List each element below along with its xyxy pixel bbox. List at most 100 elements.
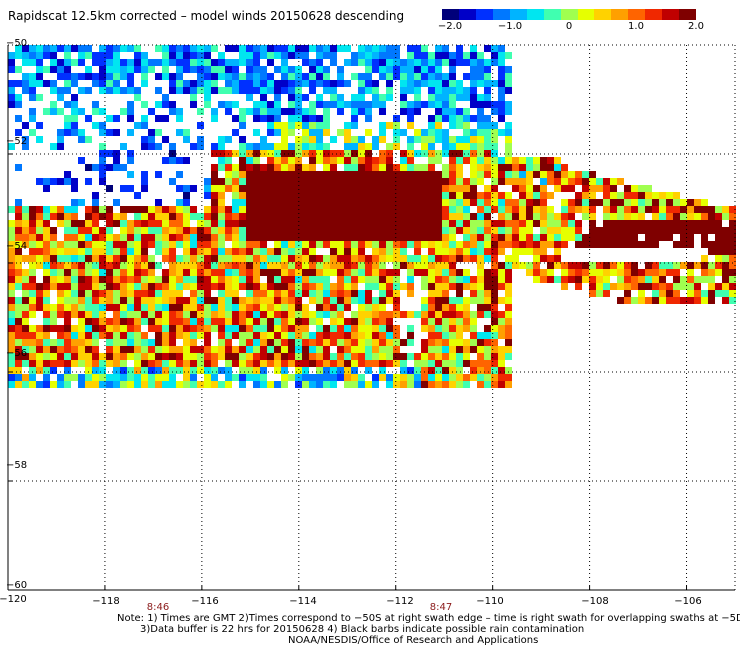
- heatmap-cell: [666, 262, 673, 269]
- heatmap-cell: [694, 206, 701, 213]
- heatmap-cell: [260, 318, 267, 325]
- heatmap-cell: [57, 136, 64, 143]
- heatmap-cell: [197, 227, 204, 234]
- heatmap-cell: [358, 262, 365, 269]
- heatmap-cell: [638, 290, 645, 297]
- heatmap-cell: [141, 59, 148, 66]
- heatmap-cell: [295, 213, 302, 220]
- heatmap-cell: [330, 157, 337, 164]
- heatmap-cell: [470, 185, 477, 192]
- heatmap-cell: [666, 297, 673, 304]
- heatmap-cell: [386, 199, 393, 206]
- heatmap-cell: [127, 45, 134, 52]
- heatmap-cell: [617, 220, 624, 227]
- heatmap-cell: [491, 157, 498, 164]
- heatmap-cell: [470, 227, 477, 234]
- heatmap-cell: [533, 185, 540, 192]
- heatmap-cell: [463, 59, 470, 66]
- heatmap-cell: [428, 129, 435, 136]
- heatmap-cell: [379, 45, 386, 52]
- heatmap-cell: [64, 171, 71, 178]
- heatmap-cell: [106, 80, 113, 87]
- heatmap-cell: [463, 157, 470, 164]
- heatmap-cell: [729, 248, 736, 255]
- heatmap-cell: [141, 283, 148, 290]
- heatmap-cell: [449, 353, 456, 360]
- heatmap-cell: [589, 276, 596, 283]
- heatmap-cell: [358, 276, 365, 283]
- heatmap-cell: [330, 255, 337, 262]
- heatmap-cell: [358, 52, 365, 59]
- heatmap-cell: [715, 206, 722, 213]
- heatmap-cell: [491, 122, 498, 129]
- heatmap-cell: [92, 262, 99, 269]
- heatmap-cell: [379, 185, 386, 192]
- heatmap-cell: [232, 318, 239, 325]
- heatmap-cell: [302, 325, 309, 332]
- heatmap-cell: [169, 290, 176, 297]
- heatmap-cell: [239, 220, 246, 227]
- heatmap-cell: [92, 332, 99, 339]
- heatmap-cell: [379, 94, 386, 101]
- heatmap-cell: [274, 157, 281, 164]
- heatmap-cell: [708, 269, 715, 276]
- heatmap-cell: [400, 108, 407, 115]
- heatmap-cell: [645, 227, 652, 234]
- heatmap-cell: [43, 206, 50, 213]
- heatmap-cell: [78, 318, 85, 325]
- heatmap-cell: [379, 150, 386, 157]
- heatmap-cell: [29, 220, 36, 227]
- heatmap-cell: [491, 269, 498, 276]
- heatmap-cell: [106, 73, 113, 80]
- heatmap-cell: [120, 304, 127, 311]
- heatmap-cell: [505, 381, 512, 388]
- heatmap-cell: [127, 353, 134, 360]
- heatmap-cell: [106, 66, 113, 73]
- heatmap-cell: [505, 101, 512, 108]
- heatmap-cell: [435, 73, 442, 80]
- heatmap-cell: [582, 178, 589, 185]
- heatmap-cell: [512, 213, 519, 220]
- heatmap-cell: [99, 143, 106, 150]
- heatmap-cell: [64, 80, 71, 87]
- heatmap-cell: [540, 255, 547, 262]
- heatmap-cell: [162, 325, 169, 332]
- heatmap-cell: [155, 129, 162, 136]
- heatmap-cell: [43, 339, 50, 346]
- heatmap-cell: [407, 101, 414, 108]
- heatmap-cell: [246, 367, 253, 374]
- heatmap-cell: [372, 192, 379, 199]
- heatmap-cell: [393, 213, 400, 220]
- heatmap-cell: [379, 269, 386, 276]
- heatmap-cell: [120, 220, 127, 227]
- heatmap-cell: [316, 80, 323, 87]
- heatmap-cell: [71, 248, 78, 255]
- heatmap-cell: [470, 241, 477, 248]
- heatmap-cell: [71, 80, 78, 87]
- heatmap-cell: [449, 332, 456, 339]
- heatmap-cell: [638, 269, 645, 276]
- heatmap-cell: [610, 213, 617, 220]
- heatmap-cell: [470, 283, 477, 290]
- heatmap-cell: [169, 157, 176, 164]
- heatmap-cell: [498, 381, 505, 388]
- heatmap-cell: [330, 374, 337, 381]
- heatmap-cell: [127, 248, 134, 255]
- heatmap-cell: [92, 325, 99, 332]
- heatmap-cell: [533, 248, 540, 255]
- heatmap-cell: [253, 185, 260, 192]
- heatmap-cell: [316, 192, 323, 199]
- heatmap-cell: [92, 304, 99, 311]
- heatmap-cell: [309, 290, 316, 297]
- heatmap-cell: [456, 199, 463, 206]
- heatmap-cell: [414, 80, 421, 87]
- heatmap-cell: [134, 59, 141, 66]
- heatmap-cell: [253, 143, 260, 150]
- heatmap-cell: [288, 157, 295, 164]
- heatmap-cell: [43, 220, 50, 227]
- heatmap-cell: [246, 339, 253, 346]
- heatmap-cell: [470, 150, 477, 157]
- heatmap-cell: [379, 332, 386, 339]
- heatmap-cell: [491, 108, 498, 115]
- heatmap-cell: [589, 241, 596, 248]
